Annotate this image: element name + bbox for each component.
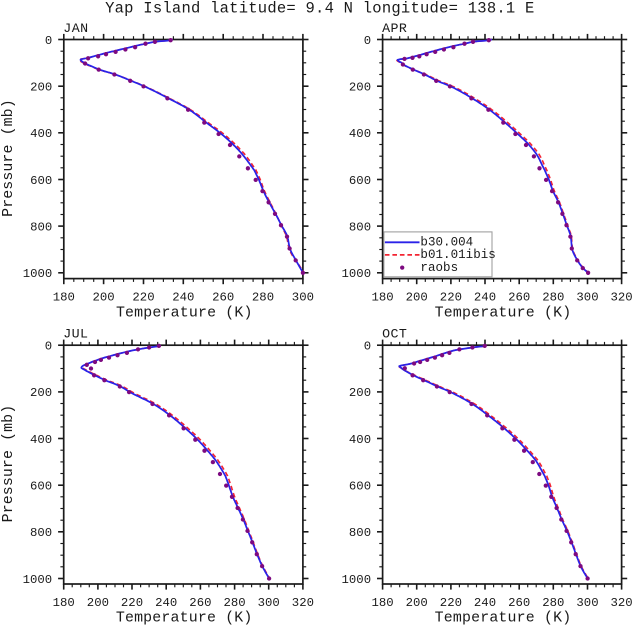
svg-text:300: 300 bbox=[292, 290, 314, 304]
svg-text:180: 180 bbox=[372, 596, 394, 610]
svg-text:Temperature (K): Temperature (K) bbox=[116, 611, 253, 627]
svg-text:Pressure (mb): Pressure (mb) bbox=[1, 405, 17, 522]
svg-text:220: 220 bbox=[440, 596, 462, 610]
svg-text:Temperature (K): Temperature (K) bbox=[435, 305, 572, 321]
svg-text:200: 200 bbox=[30, 386, 52, 400]
svg-text:600: 600 bbox=[349, 174, 371, 188]
svg-text:APR: APR bbox=[382, 21, 407, 36]
svg-text:600: 600 bbox=[30, 480, 52, 494]
svg-text:600: 600 bbox=[349, 480, 371, 494]
svg-text:800: 800 bbox=[30, 220, 52, 234]
svg-text:JUL: JUL bbox=[63, 327, 88, 342]
svg-text:OCT: OCT bbox=[382, 327, 407, 342]
svg-text:280: 280 bbox=[542, 596, 564, 610]
svg-text:0: 0 bbox=[364, 34, 371, 48]
svg-text:200: 200 bbox=[349, 386, 371, 400]
svg-text:400: 400 bbox=[30, 127, 52, 141]
svg-text:1000: 1000 bbox=[342, 573, 372, 587]
svg-text:240: 240 bbox=[172, 290, 194, 304]
svg-text:260: 260 bbox=[212, 290, 234, 304]
svg-text:200: 200 bbox=[30, 81, 52, 95]
svg-text:240: 240 bbox=[155, 596, 177, 610]
svg-text:240: 240 bbox=[474, 290, 496, 304]
svg-text:Pressure (mb): Pressure (mb) bbox=[1, 99, 17, 217]
svg-text:180: 180 bbox=[53, 290, 75, 304]
svg-text:600: 600 bbox=[30, 174, 52, 188]
svg-text:0: 0 bbox=[45, 340, 52, 354]
svg-text:800: 800 bbox=[30, 526, 52, 540]
svg-text:400: 400 bbox=[349, 127, 371, 141]
svg-text:220: 220 bbox=[440, 290, 462, 304]
svg-text:800: 800 bbox=[349, 220, 371, 234]
svg-text:320: 320 bbox=[292, 596, 314, 610]
svg-text:180: 180 bbox=[372, 290, 394, 304]
svg-text:0: 0 bbox=[364, 340, 371, 354]
svg-text:b01.01ibis: b01.01ibis bbox=[420, 248, 495, 262]
svg-text:0: 0 bbox=[45, 34, 52, 48]
svg-text:800: 800 bbox=[349, 526, 371, 540]
svg-text:200: 200 bbox=[87, 596, 109, 610]
svg-text:400: 400 bbox=[30, 433, 52, 447]
svg-text:raobs: raobs bbox=[420, 261, 458, 275]
svg-text:280: 280 bbox=[252, 290, 274, 304]
svg-text:280: 280 bbox=[542, 290, 564, 304]
svg-text:1000: 1000 bbox=[342, 267, 372, 281]
svg-text:400: 400 bbox=[349, 433, 371, 447]
svg-text:320: 320 bbox=[611, 596, 633, 610]
svg-text:220: 220 bbox=[132, 290, 154, 304]
svg-text:300: 300 bbox=[258, 596, 280, 610]
svg-text:180: 180 bbox=[53, 596, 75, 610]
svg-text:260: 260 bbox=[508, 290, 530, 304]
svg-text:1000: 1000 bbox=[23, 573, 53, 587]
svg-text:Temperature (K): Temperature (K) bbox=[116, 305, 253, 321]
svg-text:320: 320 bbox=[611, 290, 633, 304]
svg-text:200: 200 bbox=[406, 290, 428, 304]
svg-text:Temperature (K): Temperature (K) bbox=[435, 611, 572, 627]
svg-text:300: 300 bbox=[576, 290, 598, 304]
svg-text:300: 300 bbox=[576, 596, 598, 610]
svg-text:260: 260 bbox=[189, 596, 211, 610]
svg-text:Yap Island latitude= 9.4 N lo: Yap Island latitude= 9.4 N longitude= 13… bbox=[105, 0, 534, 17]
svg-text:b30.004: b30.004 bbox=[420, 236, 473, 250]
svg-text:1000: 1000 bbox=[23, 267, 53, 281]
svg-text:280: 280 bbox=[224, 596, 246, 610]
svg-text:240: 240 bbox=[474, 596, 496, 610]
svg-text:200: 200 bbox=[349, 81, 371, 95]
svg-text:200: 200 bbox=[406, 596, 428, 610]
svg-text:260: 260 bbox=[508, 596, 530, 610]
svg-text:200: 200 bbox=[93, 290, 115, 304]
svg-text:220: 220 bbox=[121, 596, 143, 610]
svg-text:JAN: JAN bbox=[63, 21, 88, 36]
